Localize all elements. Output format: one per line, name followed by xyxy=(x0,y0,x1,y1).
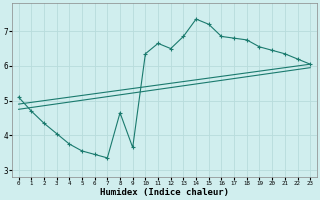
X-axis label: Humidex (Indice chaleur): Humidex (Indice chaleur) xyxy=(100,188,229,197)
